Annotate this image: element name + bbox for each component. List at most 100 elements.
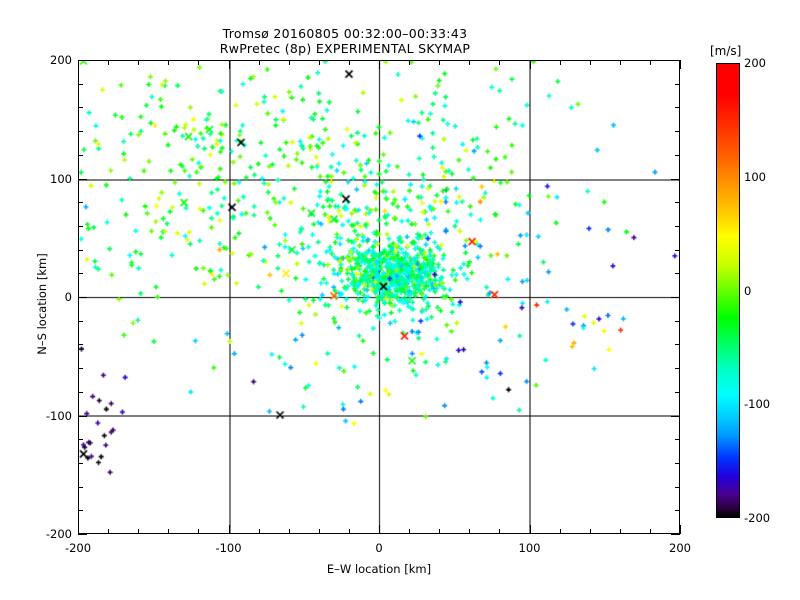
y-tick-mark [671,60,680,61]
y-tick-mark [78,391,83,393]
x-tick-mark [198,529,200,534]
x-tick-mark [499,529,501,534]
y-tick-mark [78,107,83,109]
x-tick-mark [288,529,290,534]
y-tick-mark [675,368,680,370]
x-tick-mark [499,60,501,65]
x-tick-mark [409,529,411,534]
x-tick-mark [78,525,79,534]
y-tick-mark [78,368,83,370]
y-tick-mark [78,154,83,156]
y-tick-mark [675,202,680,204]
x-tick-mark [649,60,651,65]
x-tick-mark [228,525,230,534]
y-tick-mark [78,462,83,464]
x-tick-mark [619,529,621,534]
y-tick-mark [671,178,680,180]
y-tick-mark [675,131,680,133]
y-tick-mark [78,249,83,251]
x-tick-mark [168,60,170,65]
colorbar-tick-label: 100 [744,169,766,184]
x-tick-mark [228,60,230,69]
y-tick-mark [675,225,680,227]
y-tick-label: 0 [64,290,72,304]
x-tick-mark [619,60,621,65]
x-tick-mark [680,60,681,69]
y-tick-mark [78,297,87,298]
x-tick-label: -200 [64,541,92,555]
y-tick-mark [675,344,680,346]
y-tick-mark [675,83,680,85]
x-tick-mark [469,60,471,65]
x-tick-mark [198,60,200,65]
y-tick-mark [675,320,680,322]
colorbar-tick-label: -200 [744,511,771,525]
x-tick-mark [379,60,380,69]
y-tick-label: 100 [50,171,72,186]
x-tick-mark [589,529,591,534]
x-tick-mark [348,60,350,65]
x-tick-mark [529,60,531,69]
y-tick-mark [675,439,680,441]
y-tick-label: 200 [50,53,72,67]
title-line-1: Tromsø 20160805 00:32:00–00:33:43 [222,26,468,41]
x-tick-mark [168,529,170,534]
y-tick-label: -200 [45,527,72,541]
x-tick-mark [348,529,350,534]
colorbar-tick-label: 200 [744,56,766,70]
x-tick-mark [318,529,320,534]
x-tick-label: 200 [669,541,691,555]
figure-title: Tromsø 20160805 00:32:00–00:33:43 RwPret… [0,26,690,56]
x-tick-mark [258,60,260,65]
y-tick-mark [675,462,680,464]
colorbar-tick-label: -100 [744,397,771,412]
y-tick-mark [78,486,83,488]
y-tick-mark [78,415,87,417]
x-tick-mark [318,60,320,65]
x-tick-label: 0 [375,541,383,555]
y-tick-mark [671,415,680,417]
x-tick-mark [409,60,411,65]
y-tick-mark [675,486,680,488]
y-tick-mark [78,439,83,441]
y-tick-mark [78,225,83,227]
colorbar-unit-label: [m/s] [710,44,742,58]
y-tick-mark [78,60,87,61]
x-axis-title: E–W location [km] [326,562,432,576]
x-tick-mark [379,525,380,534]
x-tick-mark [138,60,140,65]
y-tick-mark [671,297,680,298]
y-tick-mark [78,344,83,346]
x-tick-mark [529,525,531,534]
y-tick-mark [78,273,83,275]
y-tick-label: -100 [45,408,72,423]
colorbar-gradient [716,63,740,518]
x-tick-mark [108,529,110,534]
y-tick-mark [675,273,680,275]
colorbar-tick-label: 0 [744,283,752,298]
x-tick-mark [138,529,140,534]
x-tick-mark [78,60,79,69]
plot-area [78,60,680,534]
scatter-canvas [79,61,679,533]
y-axis-title: N–S location [km] [35,253,49,355]
colorbar [716,63,740,518]
x-tick-mark [258,529,260,534]
title-line-2: RwPretec (8p) EXPERIMENTAL SKYMAP [219,41,471,56]
x-tick-mark [288,60,290,65]
x-tick-mark [589,60,591,65]
y-tick-mark [671,534,680,535]
x-tick-mark [439,529,441,534]
x-tick-mark [649,529,651,534]
x-tick-label: 100 [518,541,541,555]
x-tick-mark [559,60,561,65]
y-tick-mark [675,107,680,109]
x-tick-mark [559,529,561,534]
y-tick-mark [78,534,87,535]
x-tick-mark [439,60,441,65]
x-tick-label: -100 [215,541,242,555]
x-tick-mark [469,529,471,534]
y-tick-mark [78,510,83,512]
y-tick-mark [78,320,83,322]
